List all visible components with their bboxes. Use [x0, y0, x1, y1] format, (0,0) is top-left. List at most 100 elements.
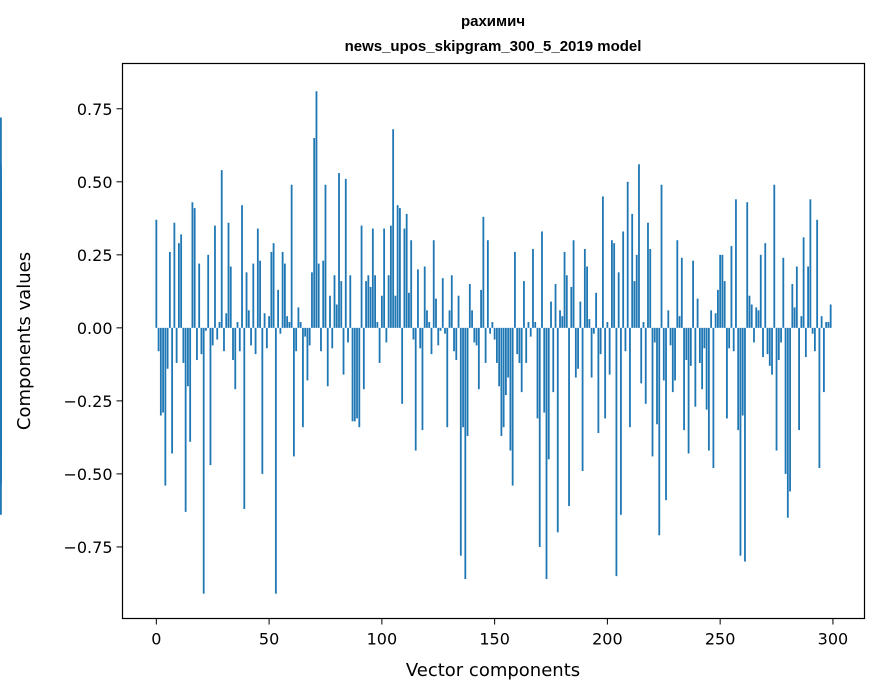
bar	[308, 327, 311, 346]
y-tick-label: 0.75	[77, 100, 113, 119]
bar	[642, 322, 645, 328]
bar	[782, 257, 785, 328]
bar	[263, 313, 266, 328]
bar	[238, 327, 241, 352]
bar	[333, 275, 336, 328]
bar	[631, 213, 634, 328]
bar	[651, 327, 654, 457]
bar	[712, 327, 715, 469]
bar	[311, 272, 313, 328]
bar	[719, 254, 722, 328]
bar	[827, 322, 830, 328]
bar	[606, 322, 609, 328]
bar	[313, 137, 316, 328]
bar	[590, 327, 593, 378]
bar	[741, 327, 744, 416]
bar	[254, 327, 257, 355]
bar	[432, 240, 435, 328]
bar	[358, 327, 361, 428]
bar	[421, 327, 424, 431]
bar	[340, 281, 343, 328]
bar	[638, 164, 640, 328]
bar	[674, 327, 676, 381]
x-tick-label: 0	[151, 630, 161, 649]
bar	[187, 327, 189, 387]
bar	[299, 322, 302, 328]
bar	[595, 292, 598, 328]
bar	[189, 327, 192, 442]
bar	[477, 327, 480, 390]
bar	[541, 231, 543, 328]
bar	[171, 327, 174, 454]
bar	[581, 327, 584, 471]
bar	[592, 327, 595, 334]
bar	[532, 248, 534, 328]
bar	[728, 327, 731, 349]
bar	[401, 327, 404, 404]
bar	[389, 225, 392, 328]
bar	[775, 327, 778, 451]
bar	[367, 275, 370, 328]
bar	[349, 275, 352, 328]
bar	[518, 327, 521, 363]
bar	[344, 178, 347, 328]
bar	[306, 327, 309, 381]
bar	[802, 237, 805, 328]
bar	[196, 327, 198, 360]
bar	[351, 327, 354, 422]
bar	[426, 310, 428, 328]
bar	[441, 278, 444, 328]
bar	[270, 251, 273, 328]
bar	[807, 266, 810, 328]
bar	[680, 257, 683, 328]
bar	[315, 91, 318, 328]
bar	[205, 327, 207, 331]
bar	[762, 327, 764, 358]
bar	[0, 327, 2, 378]
bar	[800, 316, 803, 328]
bar	[362, 327, 365, 390]
bar	[683, 327, 685, 431]
bar	[617, 272, 620, 328]
bar	[583, 248, 586, 328]
bar	[410, 240, 413, 328]
bar	[786, 327, 789, 518]
bar	[252, 263, 255, 328]
bar	[162, 327, 164, 413]
bar	[667, 310, 670, 328]
bar	[514, 251, 516, 328]
bar	[739, 327, 742, 556]
bar	[613, 243, 616, 328]
bar	[703, 327, 706, 349]
bar	[685, 327, 688, 360]
bar	[601, 196, 604, 328]
bar	[464, 327, 467, 580]
bar	[764, 243, 767, 328]
bar	[757, 310, 760, 328]
chart-subtitle: news_upos_skipgram_300_5_2019 model	[345, 38, 642, 55]
bar	[723, 281, 726, 328]
bar	[755, 307, 758, 328]
bar	[753, 327, 755, 343]
bar	[746, 202, 749, 328]
bar	[633, 281, 636, 328]
bar	[816, 219, 819, 328]
bar	[177, 243, 180, 328]
bar	[701, 327, 704, 390]
bar	[155, 219, 158, 328]
bar	[202, 327, 205, 594]
bar	[234, 327, 237, 390]
bar	[509, 327, 512, 451]
bar	[394, 295, 397, 328]
bar	[473, 327, 476, 343]
bar	[665, 327, 667, 501]
bar	[586, 266, 588, 328]
bar	[374, 275, 376, 328]
x-axis-ticks: 0 50 100 150 200 250 300	[151, 618, 848, 649]
bar	[529, 327, 532, 337]
bar	[554, 284, 557, 328]
bar	[588, 319, 591, 328]
bar	[419, 327, 422, 349]
bar	[538, 327, 541, 547]
bar	[823, 327, 825, 393]
